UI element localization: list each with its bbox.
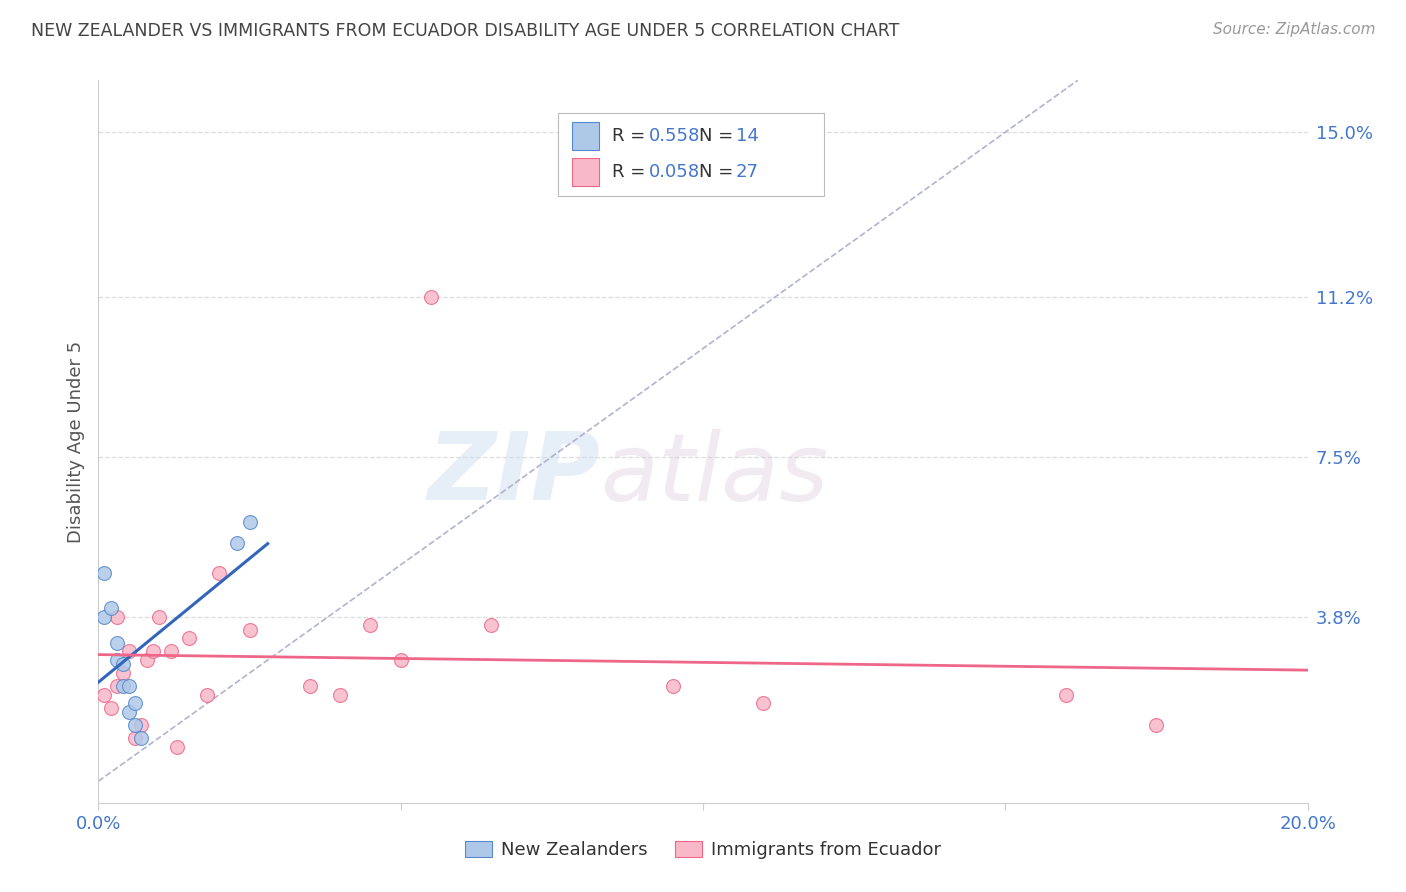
Text: 0.558: 0.558	[648, 127, 700, 145]
Point	[93, 688, 115, 702]
Point	[160, 644, 183, 658]
Point	[360, 618, 382, 632]
Point	[124, 696, 146, 710]
Text: 27: 27	[735, 163, 759, 181]
Point	[93, 566, 115, 581]
Text: ZIP: ZIP	[427, 428, 600, 520]
FancyBboxPatch shape	[572, 158, 599, 186]
Point	[111, 657, 134, 672]
Point	[111, 679, 134, 693]
Point	[420, 290, 443, 304]
Point	[111, 665, 134, 680]
Point	[179, 632, 201, 646]
Point	[195, 688, 218, 702]
Point	[208, 566, 231, 581]
Point	[105, 653, 128, 667]
Point	[142, 644, 165, 658]
Point	[389, 653, 412, 667]
Point	[124, 718, 146, 732]
Text: Source: ZipAtlas.com: Source: ZipAtlas.com	[1212, 22, 1375, 37]
Point	[1054, 688, 1077, 702]
Text: N =: N =	[699, 127, 740, 145]
Text: NEW ZEALANDER VS IMMIGRANTS FROM ECUADOR DISABILITY AGE UNDER 5 CORRELATION CHAR: NEW ZEALANDER VS IMMIGRANTS FROM ECUADOR…	[31, 22, 900, 40]
Point	[118, 644, 141, 658]
Point	[105, 609, 128, 624]
Point	[1144, 718, 1167, 732]
Point	[118, 679, 141, 693]
Point	[329, 688, 352, 702]
Point	[105, 679, 128, 693]
Point	[481, 618, 503, 632]
Point	[105, 636, 128, 650]
Text: 14: 14	[735, 127, 758, 145]
Point	[148, 609, 170, 624]
Y-axis label: Disability Age Under 5: Disability Age Under 5	[66, 341, 84, 542]
FancyBboxPatch shape	[572, 122, 599, 150]
Point	[239, 623, 262, 637]
Point	[100, 700, 122, 714]
Point	[299, 679, 322, 693]
Point	[100, 601, 122, 615]
Point	[135, 653, 157, 667]
Text: 0.058: 0.058	[648, 163, 700, 181]
FancyBboxPatch shape	[558, 112, 824, 196]
Text: R =: R =	[613, 127, 651, 145]
Text: N =: N =	[699, 163, 740, 181]
Text: atlas: atlas	[600, 428, 828, 519]
Point	[129, 718, 152, 732]
Point	[226, 536, 249, 550]
Point	[166, 739, 188, 754]
Point	[239, 515, 262, 529]
Point	[93, 609, 115, 624]
Point	[129, 731, 152, 745]
Point	[124, 731, 146, 745]
Text: R =: R =	[613, 163, 651, 181]
Point	[661, 679, 683, 693]
Point	[118, 705, 141, 719]
Legend: New Zealanders, Immigrants from Ecuador: New Zealanders, Immigrants from Ecuador	[458, 833, 948, 866]
Point	[752, 696, 775, 710]
